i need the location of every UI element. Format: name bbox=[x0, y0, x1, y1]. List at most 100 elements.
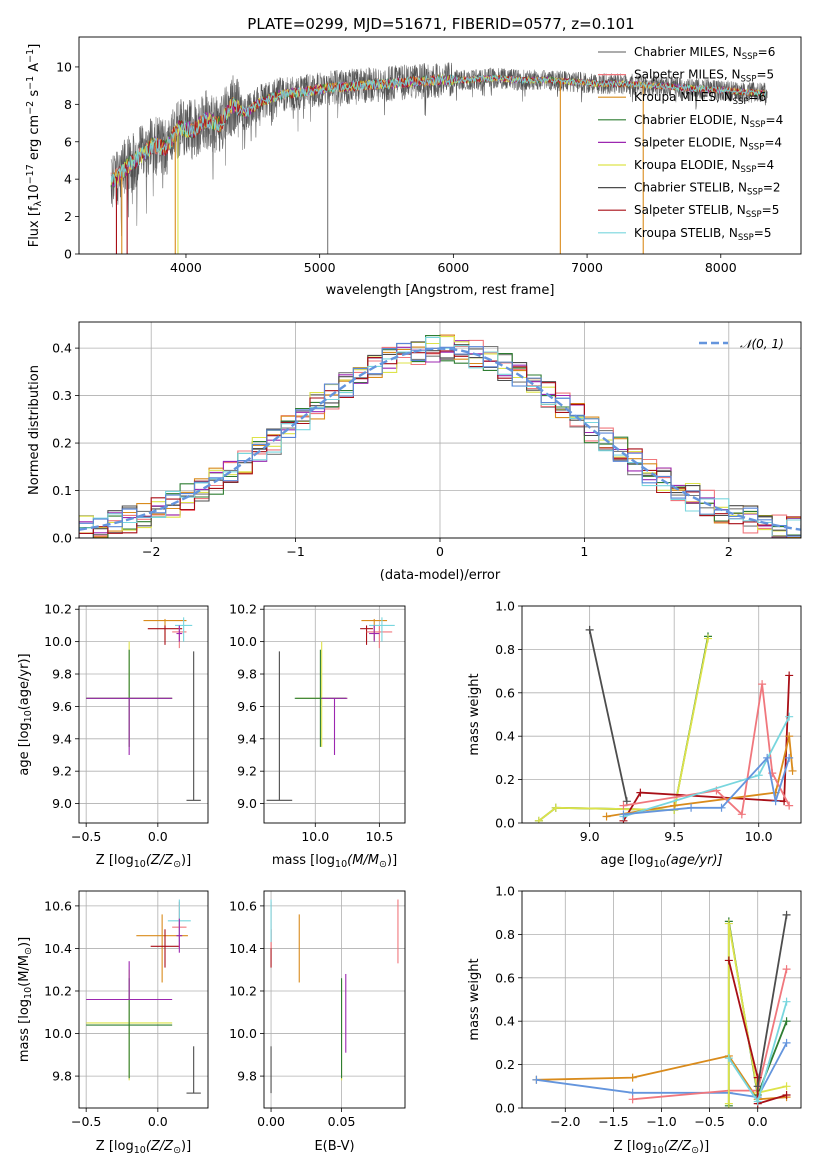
x-axis-label: (data-model)/error bbox=[380, 568, 501, 583]
figure-title: PLATE=0299, MJD=51671, FIBERID=0577, z=0… bbox=[247, 15, 634, 33]
legend-label-kroupa_miles: Kroupa MILES, NSSP=6 bbox=[634, 90, 766, 107]
y-tick-label: 10.4 bbox=[44, 941, 72, 956]
weight-marker-kroupa_stelib bbox=[785, 712, 794, 721]
x-axis-label-part: Z [log bbox=[614, 1139, 652, 1154]
weight-marker-kroupa_elodie bbox=[534, 816, 543, 823]
y-axis-label-part: age [log bbox=[17, 722, 32, 775]
weight-line-normal bbox=[623, 755, 791, 816]
frame-age_vs_Z bbox=[78, 605, 209, 824]
legend-text: =6 bbox=[758, 45, 776, 59]
legend-label-normal: 𝒩(0, 1) bbox=[740, 337, 784, 351]
x-tick-label: 5000 bbox=[304, 260, 336, 275]
y-tick-label: 0.2 bbox=[52, 436, 72, 451]
axes-age_vs_mass: 10.0 10.5 9.0 9.2 9.4 9.6 9.8 10.0 10.2 bbox=[229, 602, 405, 844]
weight-marker-salpeter_stelib bbox=[785, 671, 794, 680]
y-tick-label: 10.0 bbox=[229, 634, 257, 649]
weight-line-kroupa_elodie bbox=[538, 638, 709, 822]
weight-marker-kroupa_stelib bbox=[724, 1054, 733, 1063]
y-axis-label-part: 10 bbox=[27, 184, 42, 201]
y-axis-label-part: −1 bbox=[25, 49, 36, 63]
weight-marker-kroupa_miles bbox=[788, 766, 797, 775]
weight-marker-kroupa_miles bbox=[670, 801, 679, 810]
x-axis-label: Z [log10(Z/Z⊙)] bbox=[614, 1139, 709, 1156]
legend-sub: SSP bbox=[747, 188, 763, 198]
histograms bbox=[79, 334, 801, 538]
weight-marker-normal bbox=[785, 753, 794, 762]
weight-line-salpeter_stelib bbox=[622, 675, 791, 822]
y-axis-label-part: (M/M bbox=[17, 955, 32, 987]
x-axis-label-part: Z [log bbox=[96, 1139, 134, 1154]
x-axis-label-part: (data-model)/error bbox=[380, 568, 501, 583]
weight-marker-kroupa_elodie bbox=[704, 634, 712, 643]
x-axis-label-part: (Z/Z bbox=[146, 853, 174, 868]
x-tick-label: 10.5 bbox=[365, 829, 393, 844]
legend-text: Salpeter ELODIE, N bbox=[634, 135, 748, 149]
y-tick-label: 0.0 bbox=[495, 816, 515, 831]
errorbars-age_vs_Z bbox=[86, 617, 201, 801]
weight-marker-kroupa_miles bbox=[785, 732, 794, 741]
y-tick-label: 0.0 bbox=[52, 531, 72, 546]
normal-pdf-curve bbox=[79, 347, 801, 531]
weight-marker-salpeter_stelib bbox=[724, 956, 733, 965]
y-axis-label-part: (age/yr)] bbox=[17, 653, 32, 710]
x-tick-label: 0.0 bbox=[148, 829, 168, 844]
legend-sub: SSP bbox=[733, 97, 749, 107]
weight-line-chabrier_elodie bbox=[538, 636, 709, 822]
y-tick-label: 0.1 bbox=[52, 483, 72, 498]
frame-age_vs_mass bbox=[263, 605, 406, 824]
x-tick-label: −0.5 bbox=[71, 829, 101, 844]
y-tick-label: 0.3 bbox=[52, 388, 72, 403]
y-tick-label: 0.8 bbox=[495, 642, 515, 657]
x-tick-label: −2 bbox=[142, 544, 160, 559]
y-tick-label: 10.2 bbox=[44, 602, 72, 617]
x-axis-label: Z [log10(Z/Z⊙)] bbox=[96, 853, 191, 870]
weight-marker-chabrier_stelib bbox=[753, 1082, 762, 1091]
lines-mass_weight_vs_Z bbox=[532, 910, 791, 1108]
weight-line-salpeter_miles bbox=[632, 968, 788, 1101]
x-tick-label: 0.05 bbox=[328, 1114, 356, 1129]
spectrum-lines bbox=[110, 62, 768, 254]
errorbars-mass_vs_Z bbox=[86, 899, 201, 1094]
y-tick-label: 10 bbox=[56, 59, 72, 74]
y-tick-label: 1.0 bbox=[495, 884, 515, 899]
errorbars-mass_vs_ebv bbox=[270, 899, 399, 1094]
y-tick-label: 4 bbox=[64, 172, 72, 187]
y-axis-label-part: −1 bbox=[25, 76, 36, 90]
y-tick-label: 10.2 bbox=[229, 983, 257, 998]
legend-sub: SSP bbox=[746, 210, 762, 220]
axes-age_vs_Z: −0.5 0.0 9.0 9.2 9.4 9.6 9.8 10.0 10.2 bbox=[44, 602, 208, 844]
legend-sub: SSP bbox=[738, 233, 754, 243]
legend-label-chabrier_stelib: Chabrier STELIB, NSSP=2 bbox=[634, 181, 781, 198]
x-axis-label-part: 10 bbox=[134, 1145, 146, 1156]
y-tick-label: 10.4 bbox=[229, 941, 257, 956]
y-tick-label: 9.6 bbox=[237, 699, 257, 714]
weight-marker-kroupa_elodie bbox=[551, 803, 560, 812]
x-tick-label: 0.0 bbox=[148, 1114, 168, 1129]
y-tick-label: 0.6 bbox=[495, 970, 515, 985]
legend-text: Kroupa STELIB, N bbox=[634, 226, 738, 240]
weight-marker-chabrier_stelib bbox=[622, 797, 631, 806]
weight-marker-kroupa_stelib bbox=[753, 1097, 762, 1106]
legend-label-salpeter_elodie: Salpeter ELODIE, NSSP=4 bbox=[634, 135, 782, 152]
y-axis-label-part: ⊙ bbox=[23, 947, 34, 955]
weight-marker-kroupa_elodie bbox=[724, 919, 733, 928]
y-axis-label: mass weight bbox=[467, 958, 482, 1040]
legend-sub: SSP bbox=[741, 75, 757, 85]
y-tick-label: 9.2 bbox=[52, 764, 72, 779]
x-axis-label-part: 10 bbox=[652, 1145, 664, 1156]
y-tick-label: 1.0 bbox=[495, 599, 515, 614]
weight-marker-kroupa_miles bbox=[602, 812, 611, 821]
weight-marker-salpeter_stelib bbox=[782, 1090, 791, 1099]
y-tick-label: 10.0 bbox=[44, 634, 72, 649]
legend-label-salpeter_stelib: Salpeter STELIB, NSSP=5 bbox=[634, 203, 779, 220]
y-axis-label: mass weight bbox=[467, 673, 482, 755]
legend-text: =4 bbox=[766, 113, 784, 127]
y-axis-label-part: mass weight bbox=[467, 958, 482, 1040]
y-axis-label-part: A bbox=[27, 63, 42, 76]
legend-text: Chabrier ELODIE, N bbox=[634, 113, 750, 127]
x-axis-label: age [log10(age/yr)] bbox=[600, 853, 722, 870]
weight-marker-normal bbox=[619, 810, 628, 819]
x-axis-label-part: 10 bbox=[654, 859, 666, 870]
